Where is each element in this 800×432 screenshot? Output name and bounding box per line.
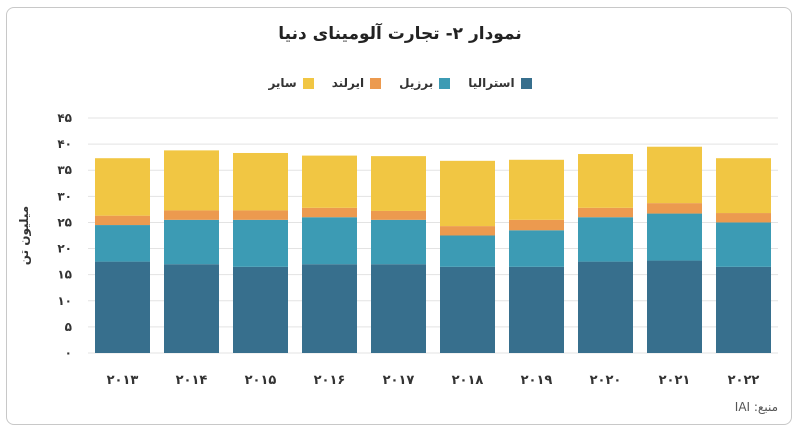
source-note: منبع: IAI xyxy=(734,400,778,414)
y-tick-label: ۴۰ xyxy=(57,137,72,151)
bar-segment xyxy=(233,210,288,220)
y-tick-label: ۱۰ xyxy=(57,294,72,308)
bar-segment xyxy=(647,203,702,214)
bar-segment xyxy=(95,215,150,226)
bar-segment xyxy=(164,264,219,353)
bar-segment xyxy=(371,219,426,265)
y-tick-label: ۳۰ xyxy=(57,189,72,203)
legend-swatch-ireland xyxy=(370,77,382,89)
x-tick-label: ۲۰۱۶ xyxy=(314,373,346,388)
legend-label-other: سایر xyxy=(268,76,297,90)
bar-segment xyxy=(509,230,564,267)
legend-label-australia: استرالیا xyxy=(468,76,515,90)
bar-segment xyxy=(578,217,633,262)
bar-segment xyxy=(164,210,219,220)
x-tick-label: ۲۰۱۷ xyxy=(383,373,415,388)
bar-segment xyxy=(95,261,150,353)
x-tick-label: ۲۰۲۱ xyxy=(659,373,691,388)
bar-segment xyxy=(95,158,150,216)
bar-segment xyxy=(233,219,288,267)
bar-segment xyxy=(647,146,702,204)
y-tick-label: ۱۵ xyxy=(57,268,72,282)
legend-swatch-other xyxy=(302,77,314,89)
legend-item-other: سایر xyxy=(268,76,314,90)
bar-segment xyxy=(716,158,771,214)
bar-segment xyxy=(716,213,771,223)
y-tick-label: ۵ xyxy=(65,320,72,334)
x-tick-label: ۲۰۱۴ xyxy=(176,373,208,388)
legend-label-ireland: ایرلند xyxy=(331,76,365,90)
bar-segment xyxy=(233,266,288,353)
x-tick-label: ۲۰۱۸ xyxy=(452,373,484,388)
bar-segment xyxy=(440,235,495,267)
bar-segment xyxy=(371,156,426,211)
legend-swatch-australia xyxy=(520,77,532,89)
legend-label-brazil: برزیل xyxy=(399,76,434,90)
y-tick-label: ۲۰ xyxy=(57,242,72,256)
bar-segment xyxy=(578,207,633,218)
bar-segment xyxy=(233,152,288,211)
bar-segment xyxy=(509,159,564,220)
chart-legend: استرالیا برزیل ایرلند سایر xyxy=(0,76,800,90)
bar-segment xyxy=(371,264,426,353)
x-tick-label: ۲۰۱۳ xyxy=(107,373,139,388)
bar-segment xyxy=(578,154,633,208)
bar-segment xyxy=(647,260,702,353)
bar-segment xyxy=(509,266,564,353)
legend-item-ireland: ایرلند xyxy=(331,76,382,90)
x-tick-label: ۲۰۲۲ xyxy=(728,373,760,388)
bar-segment xyxy=(440,160,495,227)
bar-segment xyxy=(302,217,357,265)
bar-segment xyxy=(302,155,357,208)
x-tick-label: ۲۰۲۰ xyxy=(590,373,622,388)
bar-segment xyxy=(164,150,219,211)
legend-swatch-brazil xyxy=(439,77,451,89)
y-tick-label: ۲۵ xyxy=(57,215,72,229)
bar-segment xyxy=(302,264,357,353)
y-tick-label: ۰ xyxy=(65,346,72,360)
y-axis-title: میلیون تن xyxy=(17,206,32,265)
bar-segment xyxy=(578,261,633,353)
x-tick-label: ۲۰۱۹ xyxy=(521,373,553,388)
bar-segment xyxy=(95,225,150,262)
bar-segment xyxy=(302,207,357,218)
bar-segment xyxy=(440,266,495,353)
bar-segment xyxy=(371,210,426,220)
bar-segment xyxy=(440,226,495,236)
bar-segment xyxy=(647,213,702,261)
bar-segment xyxy=(716,222,771,267)
legend-item-brazil: برزیل xyxy=(399,76,451,90)
bar-segment xyxy=(716,266,771,353)
chart-title: نمودار ۲- تجارت آلومینای دنیا xyxy=(278,24,522,44)
x-tick-label: ۲۰۱۵ xyxy=(245,373,277,388)
y-tick-label: ۴۵ xyxy=(57,111,72,125)
legend-item-australia: استرالیا xyxy=(468,76,532,90)
y-tick-label: ۳۵ xyxy=(57,163,72,177)
bar-segment xyxy=(164,219,219,265)
bar-segment xyxy=(509,219,564,231)
